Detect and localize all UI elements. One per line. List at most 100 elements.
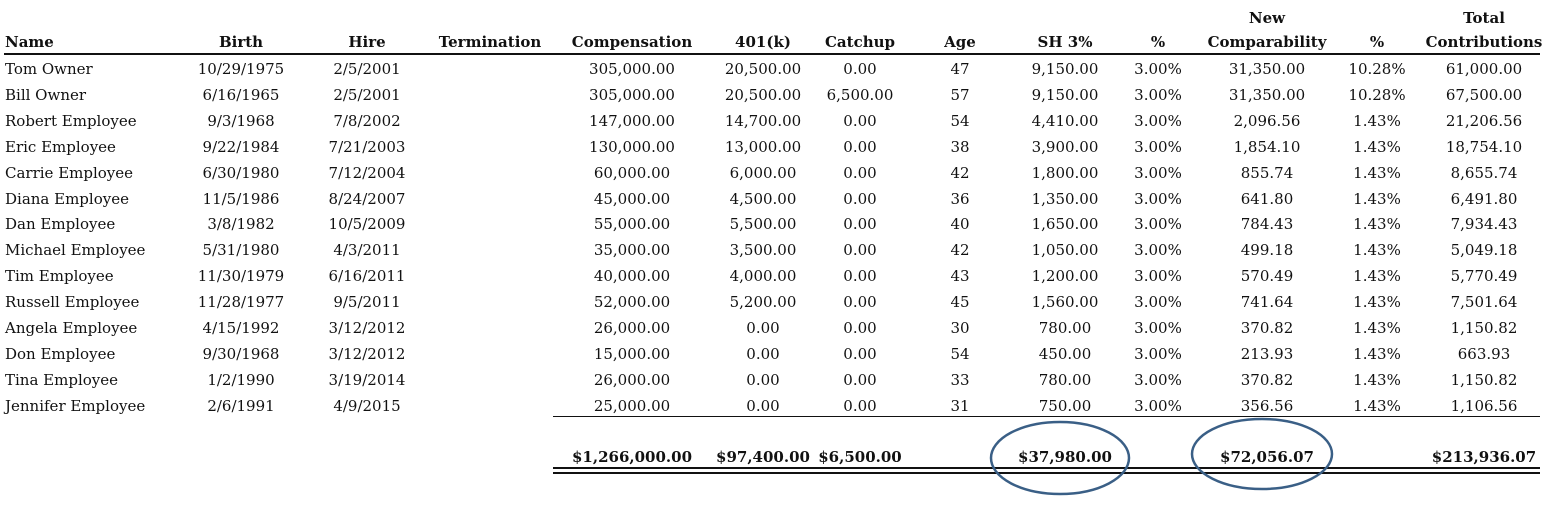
cell-sh-pct: 3.00% bbox=[1134, 397, 1182, 415]
cell-catchup: 0.00 bbox=[843, 138, 877, 156]
cell-name: Robert Employee bbox=[5, 112, 137, 130]
cell-birth: 5/31/1980 bbox=[202, 241, 280, 259]
total-sh: $37,980.00 bbox=[1018, 448, 1112, 466]
cell-compensation: 15,000.00 bbox=[593, 345, 671, 363]
cell-catchup: 0.00 bbox=[843, 371, 877, 389]
cell-catchup: 0.00 bbox=[843, 190, 877, 208]
cell-nc-pct: 1.43% bbox=[1353, 397, 1401, 415]
cell-name: Carrie Employee bbox=[5, 164, 134, 182]
cell-hire: 3/12/2012 bbox=[328, 319, 406, 337]
cell-sh-pct: 3.00% bbox=[1134, 371, 1182, 389]
cell-sh: 9,150.00 bbox=[1031, 86, 1099, 104]
cell-sh: 9,150.00 bbox=[1031, 60, 1099, 78]
cell-hire: 9/5/2011 bbox=[333, 293, 401, 311]
cell-sh: 3,900.00 bbox=[1031, 138, 1099, 156]
cell-total: 61,000.00 bbox=[1445, 60, 1523, 78]
cell-nc-pct: 1.43% bbox=[1353, 112, 1401, 130]
cell-age: 45 bbox=[950, 293, 970, 311]
cell-hire: 4/3/2011 bbox=[333, 241, 401, 259]
cell-sh-pct: 3.00% bbox=[1134, 86, 1182, 104]
cell-sh-pct: 3.00% bbox=[1134, 241, 1182, 259]
cell-total: 1,150.82 bbox=[1450, 371, 1518, 389]
cell-name: Tina Employee bbox=[5, 371, 119, 389]
cell-age: 33 bbox=[950, 371, 970, 389]
cell-birth: 9/22/1984 bbox=[202, 138, 280, 156]
cell-compensation: 305,000.00 bbox=[589, 60, 675, 78]
cell-age: 31 bbox=[950, 397, 970, 415]
cell-sh: 1,650.00 bbox=[1031, 215, 1099, 233]
cell-sh: 780.00 bbox=[1038, 319, 1092, 337]
header-hire: Hire bbox=[348, 33, 386, 51]
cell-hire: 2/5/2001 bbox=[333, 86, 401, 104]
cell-hire: 10/5/2009 bbox=[328, 215, 406, 233]
cell-age: 42 bbox=[950, 241, 970, 259]
cell-sh: 450.00 bbox=[1038, 345, 1092, 363]
cell-nc-pct: 1.43% bbox=[1353, 267, 1401, 285]
cell-age: 36 bbox=[950, 190, 970, 208]
cell-k401: 0.00 bbox=[746, 371, 780, 389]
header-k401: 401(k) bbox=[735, 33, 791, 51]
cell-k401: 5,200.00 bbox=[729, 293, 797, 311]
cell-sh: 1,560.00 bbox=[1031, 293, 1099, 311]
cell-new-comp: 31,350.00 bbox=[1228, 86, 1306, 104]
header-sh-pct: % bbox=[1150, 33, 1166, 51]
cell-compensation: 52,000.00 bbox=[593, 293, 671, 311]
cell-nc-pct: 1.43% bbox=[1353, 190, 1401, 208]
cell-k401: 4,000.00 bbox=[729, 267, 797, 285]
cell-k401: 14,700.00 bbox=[724, 112, 802, 130]
header-sh: SH 3% bbox=[1037, 33, 1093, 51]
header-rule bbox=[4, 53, 1540, 55]
header-new-comp-line1: New bbox=[1248, 9, 1286, 27]
cell-sh: 4,410.00 bbox=[1031, 112, 1099, 130]
cell-k401: 5,500.00 bbox=[729, 215, 797, 233]
cell-sh-pct: 3.00% bbox=[1134, 190, 1182, 208]
cell-k401: 4,500.00 bbox=[729, 190, 797, 208]
cell-sh-pct: 3.00% bbox=[1134, 138, 1182, 156]
cell-birth: 9/30/1968 bbox=[202, 345, 280, 363]
cell-catchup: 0.00 bbox=[843, 164, 877, 182]
cell-sh-pct: 3.00% bbox=[1134, 60, 1182, 78]
header-birth: Birth bbox=[218, 33, 264, 51]
cell-nc-pct: 1.43% bbox=[1353, 241, 1401, 259]
cell-name: Dan Employee bbox=[5, 215, 116, 233]
cell-hire: 2/5/2001 bbox=[333, 60, 401, 78]
cell-new-comp: 855.74 bbox=[1240, 164, 1294, 182]
cell-name: Don Employee bbox=[5, 345, 116, 363]
cell-k401: 6,000.00 bbox=[729, 164, 797, 182]
cell-catchup: 0.00 bbox=[843, 345, 877, 363]
header-compensation: Compensation bbox=[571, 33, 693, 51]
cell-catchup: 0.00 bbox=[843, 241, 877, 259]
cell-compensation: 55,000.00 bbox=[593, 215, 671, 233]
cell-nc-pct: 10.28% bbox=[1348, 86, 1406, 104]
cell-new-comp: 31,350.00 bbox=[1228, 60, 1306, 78]
total-new-comp: $72,056.07 bbox=[1220, 448, 1314, 466]
cell-birth: 11/30/1979 bbox=[197, 267, 285, 285]
cell-sh-pct: 3.00% bbox=[1134, 164, 1182, 182]
subtotal-rule bbox=[553, 416, 1540, 417]
cell-new-comp: 784.43 bbox=[1240, 215, 1294, 233]
cell-nc-pct: 1.43% bbox=[1353, 293, 1401, 311]
cell-name: Jennifer Employee bbox=[5, 397, 146, 415]
cell-total: 8,655.74 bbox=[1450, 164, 1518, 182]
cell-compensation: 35,000.00 bbox=[593, 241, 671, 259]
cell-age: 54 bbox=[950, 345, 970, 363]
cell-birth: 11/5/1986 bbox=[202, 190, 280, 208]
cell-age: 57 bbox=[950, 86, 970, 104]
cell-name: Russell Employee bbox=[5, 293, 140, 311]
cell-total: 5,049.18 bbox=[1450, 241, 1518, 259]
cell-birth: 2/6/1991 bbox=[207, 397, 275, 415]
cell-total: 7,501.64 bbox=[1450, 293, 1518, 311]
cell-birth: 11/28/1977 bbox=[197, 293, 285, 311]
cell-k401: 0.00 bbox=[746, 345, 780, 363]
cell-birth: 3/8/1982 bbox=[207, 215, 275, 233]
cell-age: 54 bbox=[950, 112, 970, 130]
cell-new-comp: 2,096.56 bbox=[1233, 112, 1301, 130]
cell-new-comp: 356.56 bbox=[1240, 397, 1294, 415]
cell-nc-pct: 1.43% bbox=[1353, 345, 1401, 363]
cell-sh: 1,200.00 bbox=[1031, 267, 1099, 285]
cell-birth: 6/30/1980 bbox=[202, 164, 280, 182]
cell-k401: 0.00 bbox=[746, 397, 780, 415]
cell-catchup: 0.00 bbox=[843, 397, 877, 415]
cell-sh-pct: 3.00% bbox=[1134, 293, 1182, 311]
